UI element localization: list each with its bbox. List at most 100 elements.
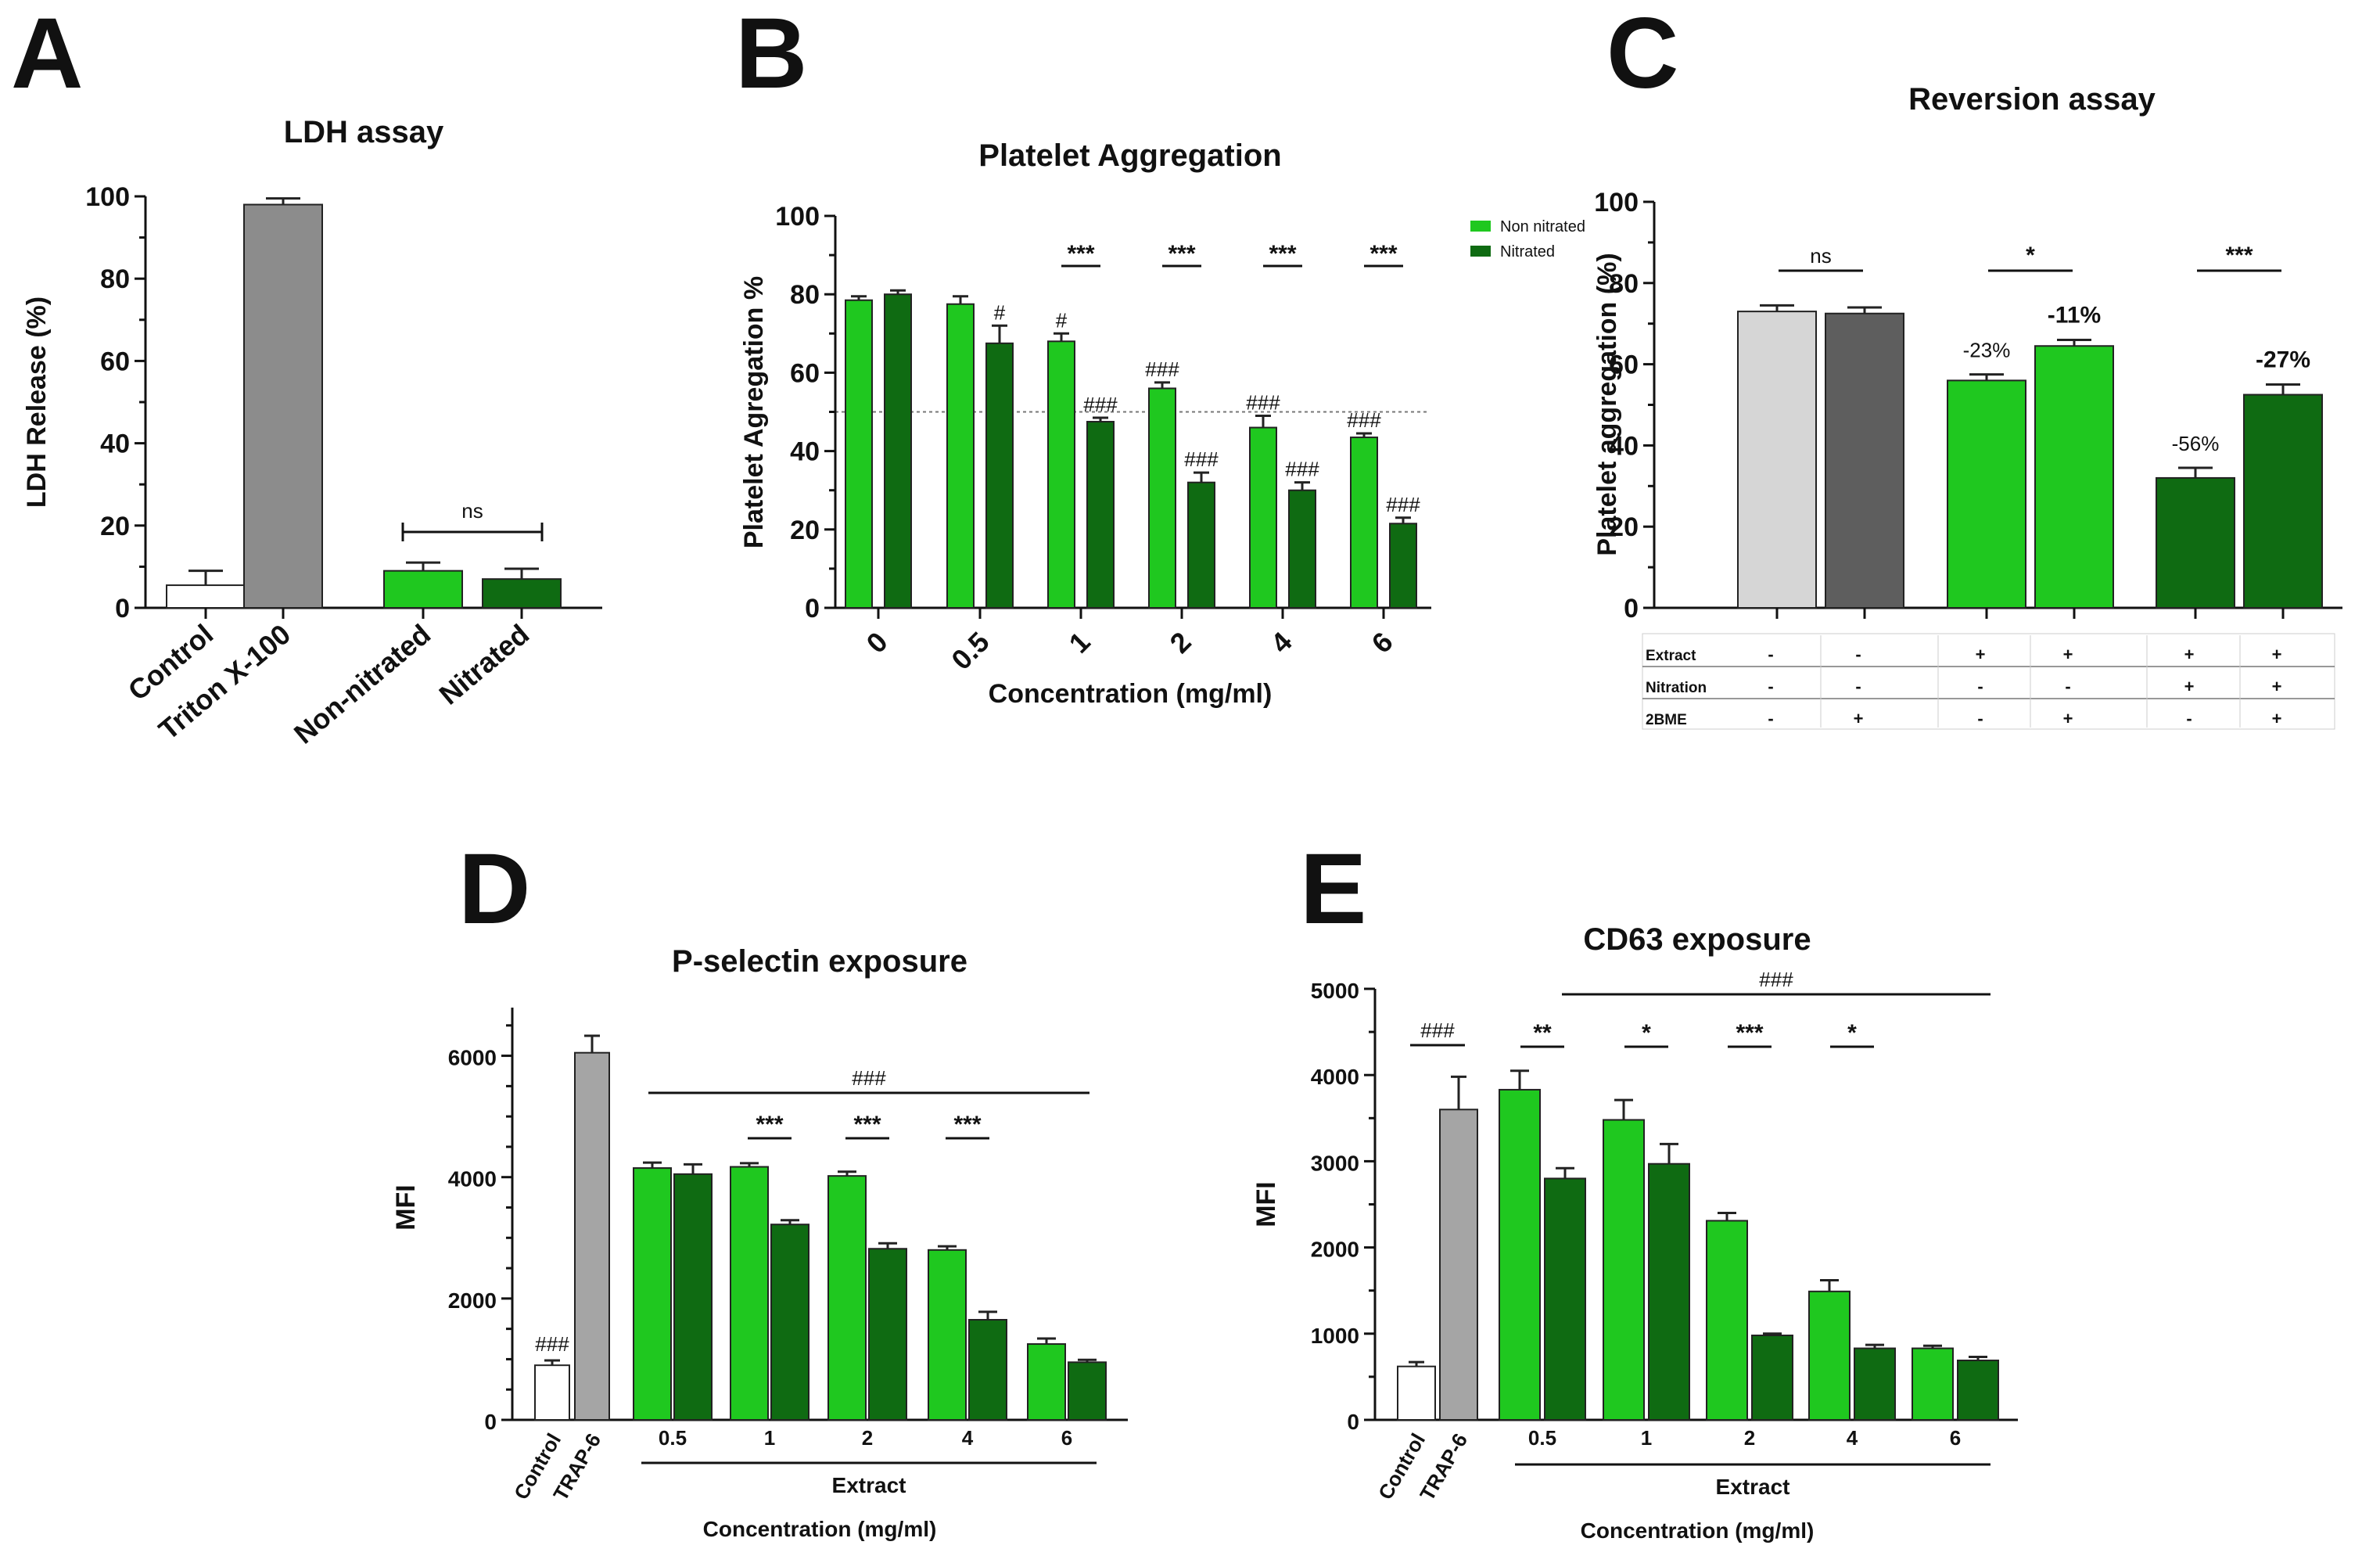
error-bar-d-control-1 [584, 1034, 600, 1053]
bar-a-3 [482, 578, 562, 609]
error-bar-d-s0-4 [1037, 1337, 1056, 1345]
significance-label-b-3: *** [1168, 241, 1195, 267]
hash-mark-b-s0-3: ### [1145, 358, 1179, 381]
hash-mark-b-s0-5: ### [1347, 408, 1381, 432]
significance-label-d-2: *** [853, 1112, 881, 1137]
x-tick-label-a-1: Triton X-100 [153, 618, 296, 746]
x-tick-label-d-4: 6 [1061, 1426, 1072, 1450]
y-axis-b-tick-label: 100 [775, 202, 820, 232]
significance-label-c-0: ns [1810, 244, 1831, 268]
condition-cell-1-5: + [2272, 677, 2282, 696]
y-axis-c-tick-label: 100 [1594, 188, 1639, 217]
y-axis-label-c: Platelet aggregation (%) [1592, 253, 1622, 555]
condition-cell-0-3: + [2063, 645, 2073, 664]
bar-b-s0-5 [1350, 437, 1378, 609]
condition-cell-1-3: - [2065, 677, 2070, 696]
significance-label-d-3: *** [953, 1112, 981, 1137]
panel-b: Platelet Aggregation Platelet Agregation … [739, 138, 1585, 709]
bar-e-s1-2 [1751, 1335, 1793, 1421]
bar-label-c-2: -23% [1963, 339, 2011, 362]
x-axis-label-b: Concentration (mg/ml) [989, 679, 1273, 709]
y-axis-b: 0 20 40 60 80 100 [775, 202, 837, 623]
x-tick-label-e-0: 0.5 [1528, 1426, 1556, 1450]
bar-e-s1-0 [1544, 1177, 1586, 1421]
y-axis-a-tick-label: 60 [100, 347, 130, 376]
error-bar-c-1 [1847, 306, 1882, 314]
significance-label-c-2: *** [2225, 243, 2253, 268]
bar-d-s0-4 [1027, 1343, 1066, 1421]
bar-a-1 [243, 203, 323, 609]
bar-e-s0-3 [1808, 1290, 1851, 1421]
x-tick-label-b-0: 0 [860, 626, 894, 659]
error-bar-d-s1-3 [978, 1310, 997, 1321]
x-tick-label-b-5: 6 [1366, 626, 1399, 659]
error-bar-d-s1-2 [878, 1242, 897, 1249]
bar-d-s0-0 [633, 1167, 672, 1421]
x-tick-label-b-3: 2 [1164, 626, 1197, 659]
condition-table-c: Extract - - + + + + Nitration - - - - + +2BME - + - + - + [1642, 633, 2335, 730]
error-bar-d-s0-2 [838, 1170, 856, 1177]
bar-b-s1-5 [1389, 523, 1417, 609]
panel-letter-e: E [1300, 833, 1366, 945]
bar-c-2 [1947, 379, 2026, 609]
condition-cell-0-0: - [1768, 645, 1773, 664]
y-axis-b-tick-label: 60 [790, 358, 820, 388]
error-bar-b-s0-2 [1054, 332, 1069, 342]
hash-mark-d-control-0: ### [535, 1332, 569, 1356]
bar-b-s0-4 [1249, 426, 1277, 609]
x-tick-label-e-2: 2 [1744, 1426, 1755, 1450]
error-bar-e-s0-4 [1923, 1344, 1942, 1349]
y-axis-label-d: MFI [391, 1184, 421, 1231]
significance-label-e-0: ** [1533, 1020, 1552, 1046]
bar-d-s1-1 [770, 1224, 809, 1421]
bar-a-0 [166, 584, 246, 609]
condition-row-label-1: Nitration [1646, 680, 1707, 696]
x-axis-label-d: Concentration (mg/ml) [703, 1517, 937, 1541]
y-axis-e-tick-label: 5000 [1311, 979, 1359, 1003]
error-bar-b-s1-1 [992, 324, 1007, 343]
y-axis-c-tick-label: 80 [1609, 269, 1639, 299]
hash-mark-b-s0-2: # [1056, 308, 1068, 332]
significance-label-c-1: * [2026, 243, 2035, 268]
x-tick-label-a-3: Nitrated [433, 618, 536, 711]
hash-mark-b-s1-3: ### [1184, 447, 1219, 471]
y-axis-a-tick-label: 100 [85, 182, 130, 212]
error-bar-a-3 [504, 567, 539, 580]
x-axis-label-e: Concentration (mg/ml) [1581, 1518, 1815, 1543]
error-bar-c-2 [1969, 373, 2004, 381]
error-bar-a-0 [188, 570, 223, 586]
bar-label-c-4: -56% [2172, 432, 2220, 455]
error-bar-c-5 [2266, 383, 2300, 395]
error-bar-b-s1-5 [1395, 516, 1411, 524]
hash-mark-b-s1-2: ### [1083, 393, 1118, 416]
chart-title-b: Platelet Aggregation [978, 138, 1281, 173]
error-bar-e-s0-1 [1614, 1098, 1633, 1120]
condition-row-label-0: Extract [1646, 648, 1696, 664]
hash-mark-b-s1-1: # [994, 300, 1006, 324]
bar-a-2 [383, 570, 463, 609]
bar-c-0 [1737, 311, 1817, 609]
condition-cell-0-2: + [1976, 645, 1986, 664]
bar-b-s1-0 [884, 293, 912, 609]
error-bar-e-s1-0 [1556, 1166, 1574, 1179]
bar-b-s1-4 [1288, 489, 1316, 609]
significance-bracket-a-0: ns [401, 499, 544, 541]
legend-swatch-b-1 [1470, 246, 1491, 257]
y-axis-a-tick-label: 0 [115, 594, 130, 623]
y-axis-b-tick-label: 80 [790, 280, 820, 310]
y-axis-d-tick-label: 4000 [448, 1167, 497, 1191]
bar-e-s1-1 [1648, 1163, 1690, 1421]
condition-row-label-2: 2BME [1646, 712, 1687, 728]
error-bar-b-s1-0 [890, 289, 906, 295]
significance-label-b-5: *** [1369, 241, 1397, 267]
bar-e-s0-2 [1706, 1220, 1748, 1421]
legend-b: Non nitrated Nitrated [1470, 218, 1585, 261]
bar-b-s0-1 [946, 303, 975, 609]
y-axis-b-tick-label: 20 [790, 516, 820, 545]
bar-b-s0-2 [1047, 340, 1075, 609]
y-axis-c: 0 20 40 60 80 100 [1594, 188, 1656, 623]
bar-e-s0-4 [1912, 1347, 1954, 1421]
bar-c-4 [2156, 476, 2235, 609]
bar-d-s0-2 [827, 1175, 867, 1421]
